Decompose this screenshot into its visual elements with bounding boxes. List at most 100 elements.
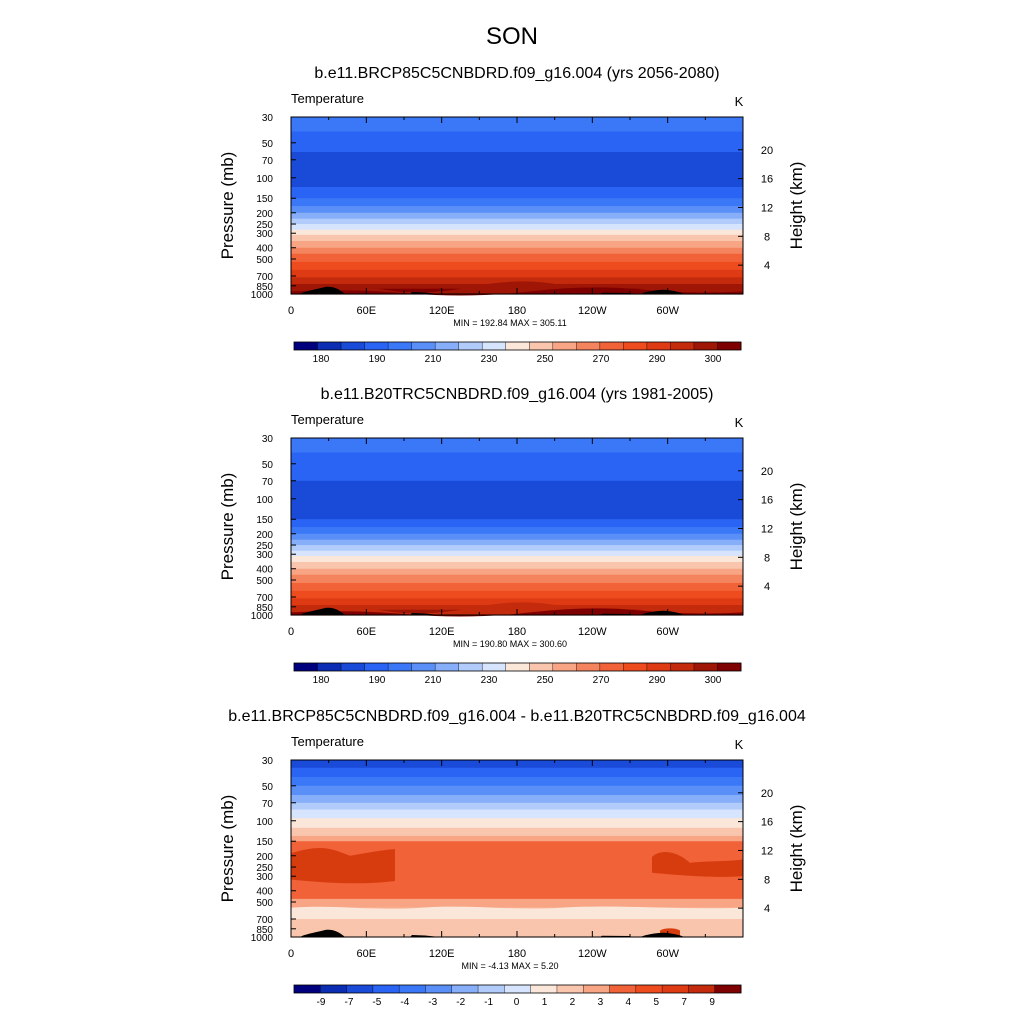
colorbar-label: 250 [537,675,554,686]
contour-band [291,545,743,552]
colorbar-swatch [576,663,601,671]
colorbar-swatch [482,663,507,671]
pressure-tick-label: 250 [256,220,273,231]
height-tick-label: 8 [764,231,770,243]
pressure-tick-label: 200 [256,209,273,220]
colorbar-label: -5 [372,997,381,1008]
contour-band [291,177,743,188]
contour-band [291,918,743,930]
contour-band [291,253,743,263]
colorbar-label: 7 [681,997,687,1008]
colorbar-label: 250 [537,354,554,365]
colorbar-swatch [294,985,321,993]
contour-band [291,159,743,171]
height-tick-label: 12 [761,523,773,535]
colorbar-swatch [576,342,601,350]
pressure-tick-label: 50 [262,782,274,793]
height-tick-label: 16 [761,495,773,507]
terrain-mass [640,932,684,937]
colorbar-label: 180 [313,675,330,686]
contour-band [291,498,743,509]
panel-title: b.e11.B20TRC5CNBDRD.f09_g16.004 (yrs 198… [321,386,714,403]
colorbar-label: 190 [369,354,386,365]
contour-band [291,218,743,225]
colorbar-swatch [411,663,436,671]
colorbar-swatch [505,663,530,671]
colorbar-label: 230 [481,354,498,365]
height-tick-label: 16 [761,174,773,186]
field-label: Temperature [291,91,364,106]
height-tick-label: 20 [761,145,773,157]
pressure-tick-label: 500 [256,255,273,266]
colorbar-swatch [425,985,453,993]
lon-tick-label: 60E [357,626,377,638]
contour-band [291,562,743,570]
colorbar-label: 300 [705,354,722,365]
pressure-tick-label: 1000 [251,933,274,944]
lon-tick-label: 120E [429,626,455,638]
contour-band [291,835,743,842]
contour-band [291,855,743,877]
contour-band [291,519,743,528]
contour-band [291,890,743,900]
colorbar-swatch [714,985,742,993]
colorbar-swatch [693,342,718,350]
colorbar-swatch [505,342,530,350]
pressure-tick-label: 30 [262,756,274,767]
pressure-tick-label: 50 [262,460,274,471]
height-tick-label: 4 [764,581,770,593]
y2-axis-label: Height (km) [787,162,806,250]
height-tick-label: 12 [761,202,773,214]
contour-bands [291,117,743,296]
colorbar-label: 3 [598,997,604,1008]
contour-band [291,809,743,819]
colorbar-label: 0 [514,997,520,1008]
colorbar-swatch [717,663,742,671]
colorbar-swatch [670,663,695,671]
units-label: K [735,415,744,430]
lon-tick-label: 0 [288,626,294,638]
colorbar-label: 210 [425,354,442,365]
contour-band [291,151,743,161]
colorbar-swatch [411,342,436,350]
contour-band [291,480,743,492]
colorbar-swatch [320,985,348,993]
colorbar-swatch [294,663,319,671]
colorbar-swatch [552,663,577,671]
contour-band [291,269,743,279]
colorbar-swatch [364,663,389,671]
pressure-tick-label: 850 [256,925,273,936]
height-tick-label: 20 [761,466,773,478]
contour-band [291,555,743,563]
colorbar-swatch [688,985,716,993]
chart-panel-2: b.e11.B20TRC5CNBDRD.f09_g16.004 (yrs 198… [218,386,806,686]
colorbar-swatch [609,985,637,993]
contour-band [291,198,743,207]
contour-band [291,224,743,231]
contour-band [291,277,743,285]
colorbar-frame [293,662,742,672]
pressure-tick-label: 30 [262,434,274,445]
colorbar-swatch [435,342,460,350]
contour-band [291,550,743,557]
lon-tick-label: 60W [656,305,679,317]
contour-band [291,131,743,144]
contour-band [291,186,743,199]
contour-band [291,574,743,584]
y2-axis-label: Height (km) [787,805,806,893]
contour-band [291,452,743,465]
contour-band [291,590,743,600]
colorbar-swatch [529,663,554,671]
units-label: K [735,737,744,752]
lon-tick-label: 120E [429,948,455,960]
contour-band [291,533,743,541]
pressure-tick-label: 400 [256,244,273,255]
panel-title: b.e11.BRCP85C5CNBDRD.f09_g16.004 - b.e11… [228,708,806,725]
contour-band [291,776,743,787]
colorbar-label: 210 [425,675,442,686]
colorbar-swatch [341,663,366,671]
colorbar-swatch [670,342,695,350]
colorbar-label: 9 [709,997,715,1008]
height-tick-label: 16 [761,817,773,829]
colorbar-label: 290 [649,675,666,686]
